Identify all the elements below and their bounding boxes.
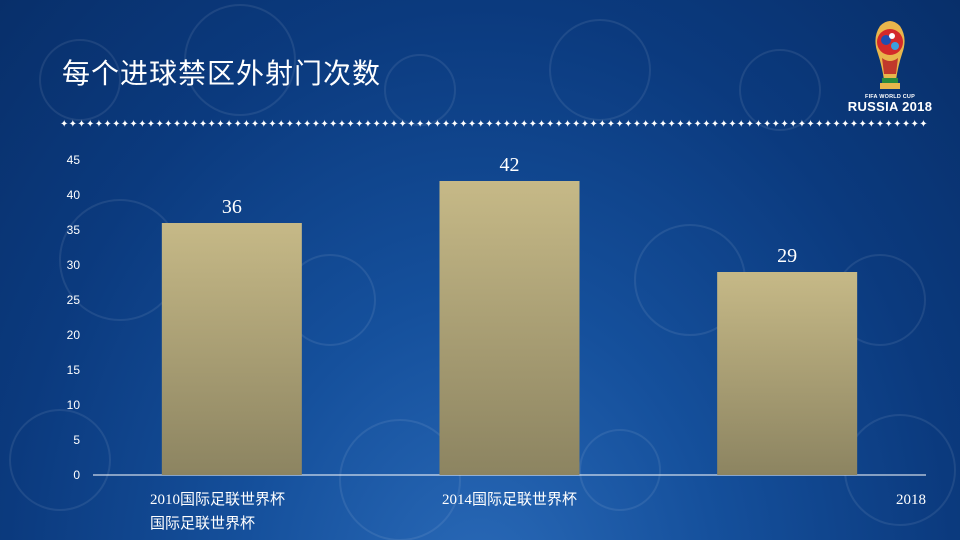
bar xyxy=(717,272,858,475)
category-label: 2014国际足联世界杯 xyxy=(442,491,577,508)
y-tick-label: 15 xyxy=(67,363,81,377)
logo-line-1: FIFA WORLD CUP xyxy=(865,94,915,100)
logo-line-2: RUSSIA 2018 xyxy=(847,99,933,114)
data-labels: 36 42 29 xyxy=(222,154,797,267)
y-tick-label: 25 xyxy=(67,293,81,307)
data-label: 29 xyxy=(777,245,797,267)
y-tick-label: 45 xyxy=(67,153,81,167)
category-label: 2018 xyxy=(896,492,926,508)
category-label: 2010国际足联世界杯 xyxy=(150,491,285,508)
y-tick-label: 35 xyxy=(67,223,81,237)
bar xyxy=(161,223,302,475)
slide-title: 每个进球禁区外射门次数 xyxy=(62,57,382,90)
y-tick-label: 0 xyxy=(73,468,80,482)
y-tick-label: 30 xyxy=(67,258,81,272)
category-label: 国际足联世界杯 xyxy=(150,515,255,532)
y-tick-label: 20 xyxy=(67,328,81,342)
world-cup-trophy-logo xyxy=(875,21,905,89)
bars xyxy=(161,181,858,475)
y-axis-ticks: 0 5 10 15 20 25 30 35 40 45 xyxy=(67,153,81,482)
star-divider: ✦✦✦✦✦✦✦✦✦✦✦✦✦✦✦✦✦✦✦✦✦✦✦✦✦✦✦✦✦✦✦✦✦✦✦✦✦✦✦✦… xyxy=(60,119,928,130)
bar xyxy=(439,181,580,475)
data-label: 42 xyxy=(500,154,520,176)
logo-wordmark: FIFA WORLD CUP RUSSIA 2018 xyxy=(842,94,938,114)
y-tick-label: 10 xyxy=(67,398,81,412)
data-label: 36 xyxy=(222,196,242,218)
y-tick-label: 40 xyxy=(67,188,81,202)
y-tick-label: 5 xyxy=(73,433,80,447)
